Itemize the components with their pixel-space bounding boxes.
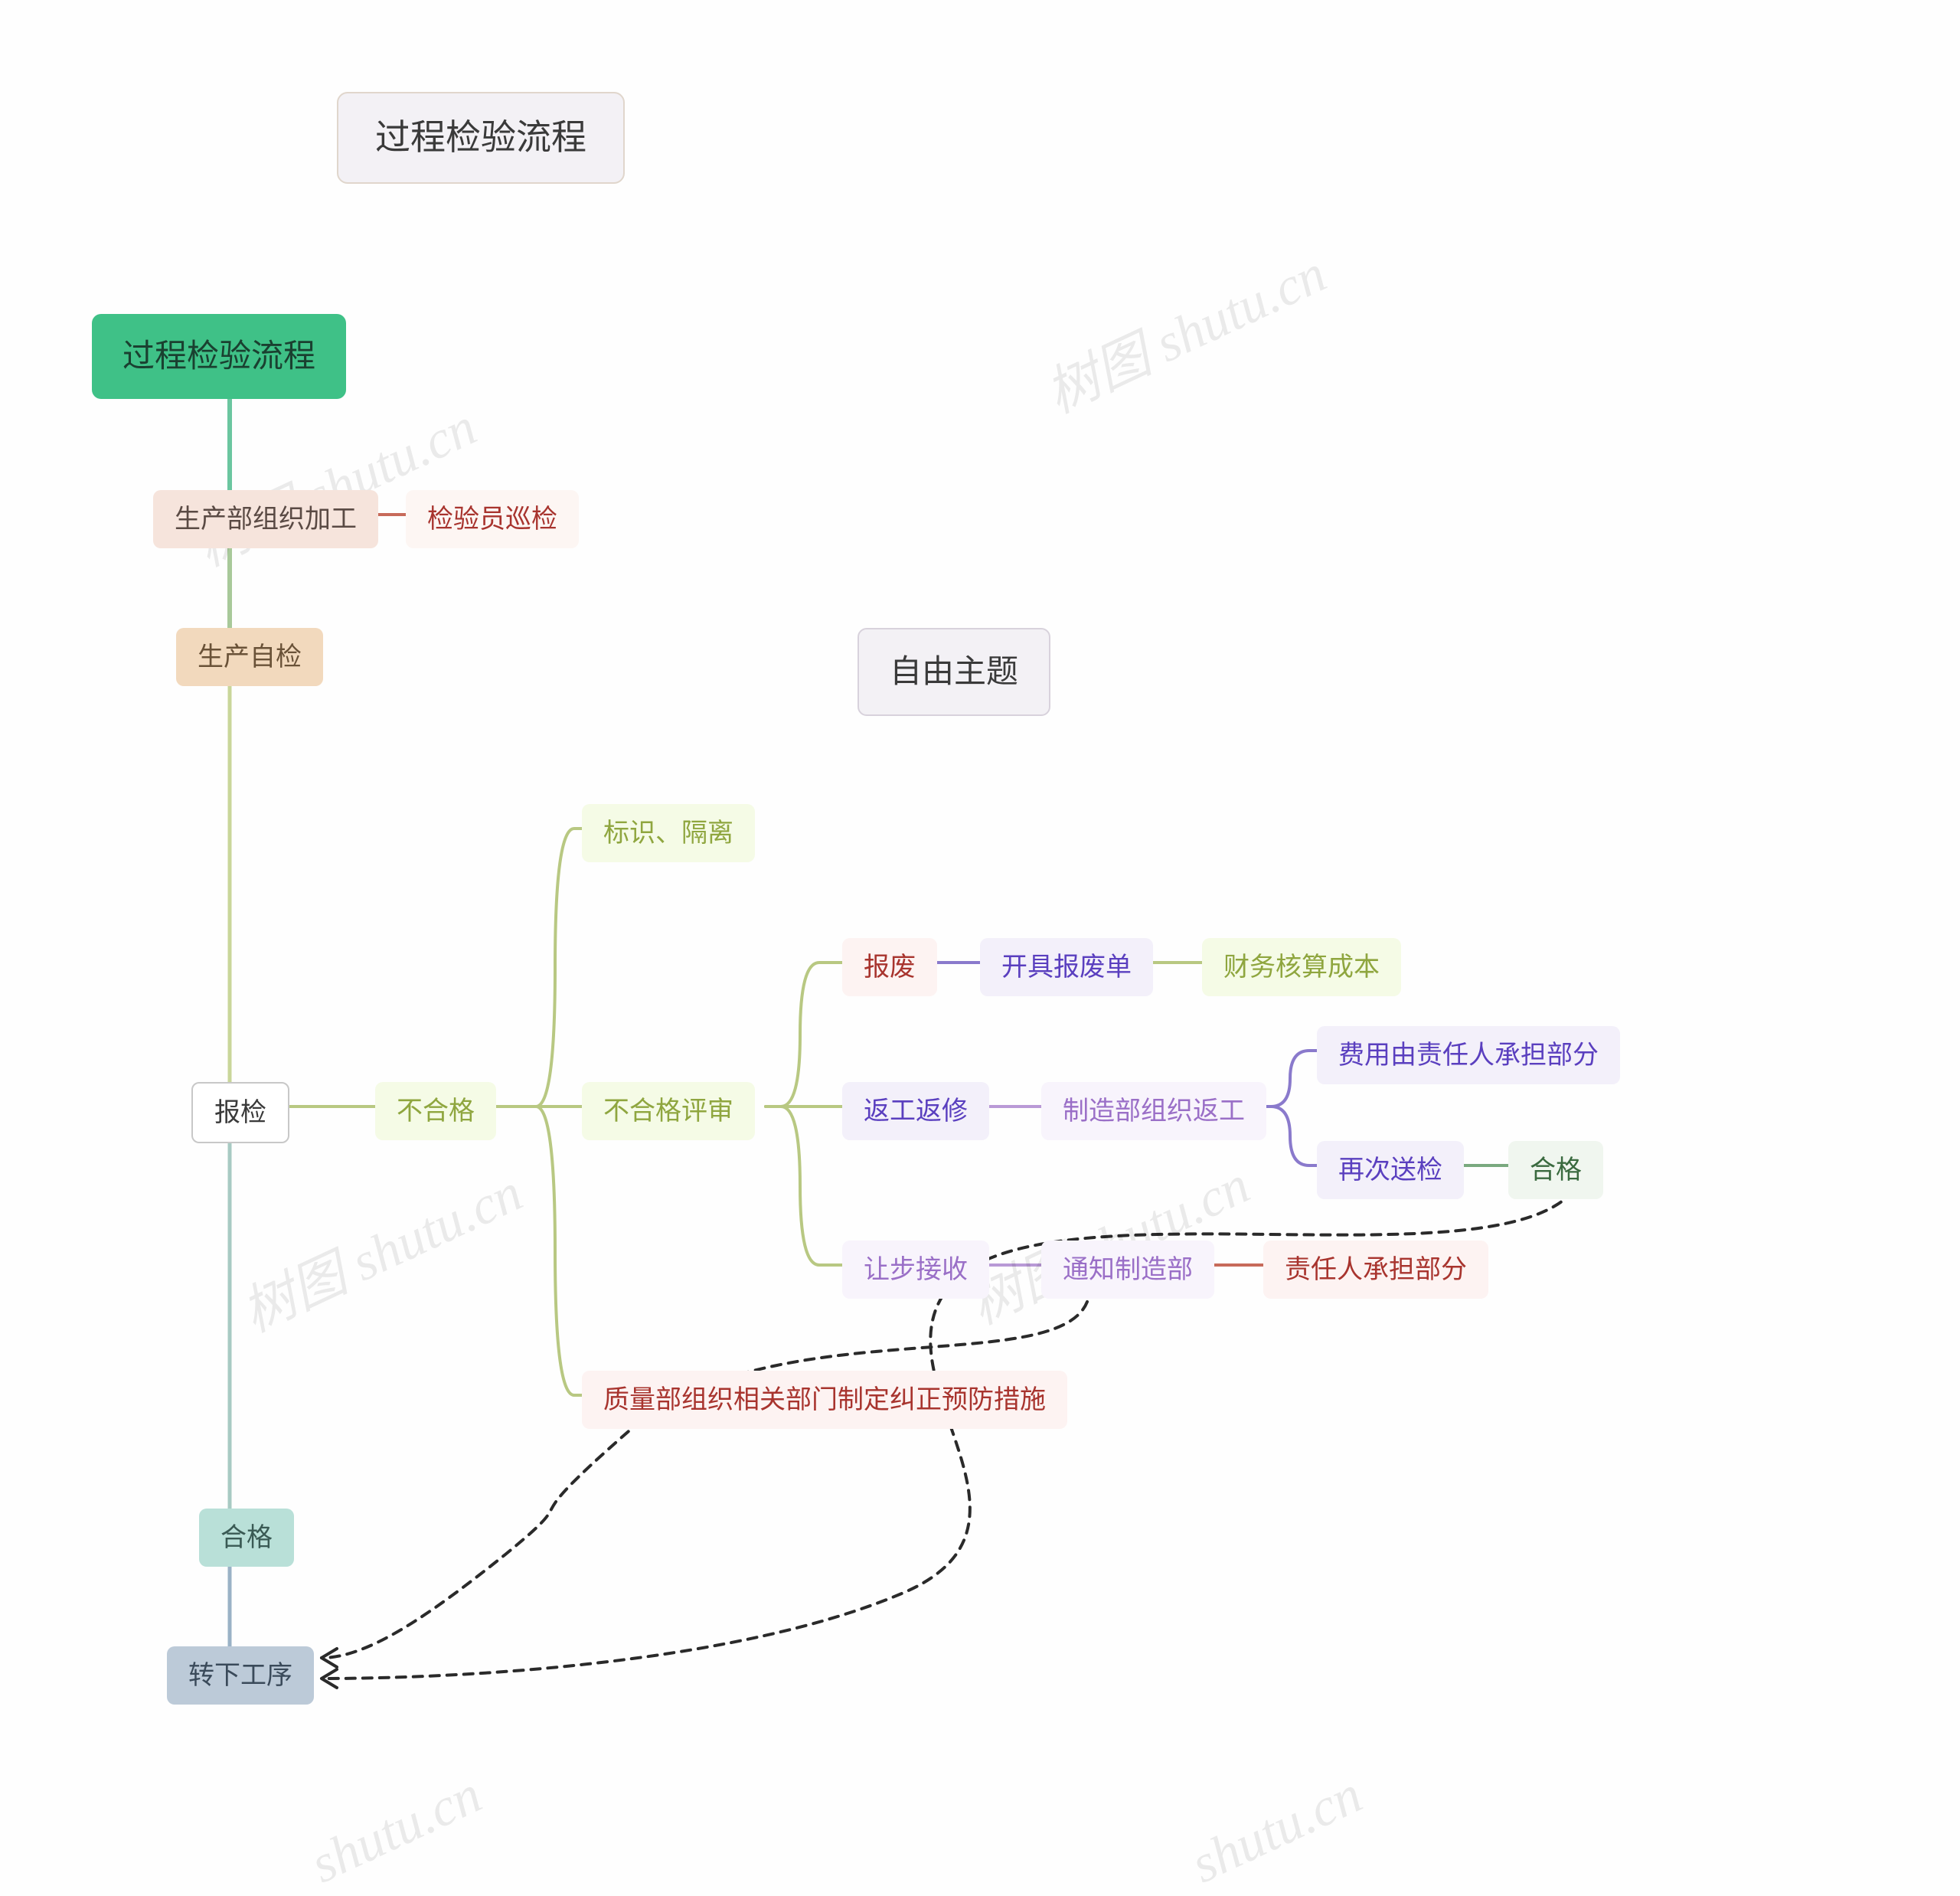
node-self-check[interactable]: 生产自检 [176,628,323,686]
node-finance-cost[interactable]: 财务核算成本 [1202,938,1401,996]
root-node[interactable]: 过程检验流程 [92,314,346,399]
node-next-process[interactable]: 转下工序 [167,1646,314,1705]
connector-layer [0,0,1960,1846]
diagram-canvas: 树图 shutu.cn 树图 shutu.cn 树图 shutu.cn 树图 s… [0,0,1960,1846]
node-nonconforming[interactable]: 不合格 [375,1082,496,1140]
node-inspector-tour[interactable]: 检验员巡检 [406,490,579,548]
node-scrap[interactable]: 报废 [842,938,937,996]
watermark: shutu.cn [302,1764,491,1896]
node-quality-capa[interactable]: 质量部组织相关部门制定纠正预防措施 [582,1371,1067,1429]
node-pass-2[interactable]: 合格 [1508,1141,1603,1199]
diagram-title: 过程检验流程 [337,92,625,184]
free-topic-node[interactable]: 自由主题 [858,628,1050,716]
node-production-org[interactable]: 生产部组织加工 [153,490,378,548]
watermark: 树图 shutu.cn [1031,231,1337,429]
watermark: 树图 shutu.cn [181,384,487,582]
watermark: 树图 shutu.cn [227,1150,533,1348]
node-rework[interactable]: 返工返修 [842,1082,989,1140]
node-reinspect[interactable]: 再次送检 [1317,1141,1464,1199]
node-submit-inspect[interactable]: 报检 [191,1082,289,1143]
node-scrap-form[interactable]: 开具报废单 [980,938,1153,996]
node-nc-review[interactable]: 不合格评审 [582,1082,755,1140]
node-mfg-rework[interactable]: 制造部组织返工 [1041,1082,1266,1140]
node-mark-isolate[interactable]: 标识、隔离 [582,804,755,862]
node-responsible-part[interactable]: 责任人承担部分 [1263,1241,1488,1299]
node-pass-1[interactable]: 合格 [199,1509,294,1567]
node-cost-responsible[interactable]: 费用由责任人承担部分 [1317,1026,1620,1084]
node-notify-mfg[interactable]: 通知制造部 [1041,1241,1214,1299]
watermark: shutu.cn [1182,1764,1371,1896]
node-concession[interactable]: 让步接收 [842,1241,989,1299]
